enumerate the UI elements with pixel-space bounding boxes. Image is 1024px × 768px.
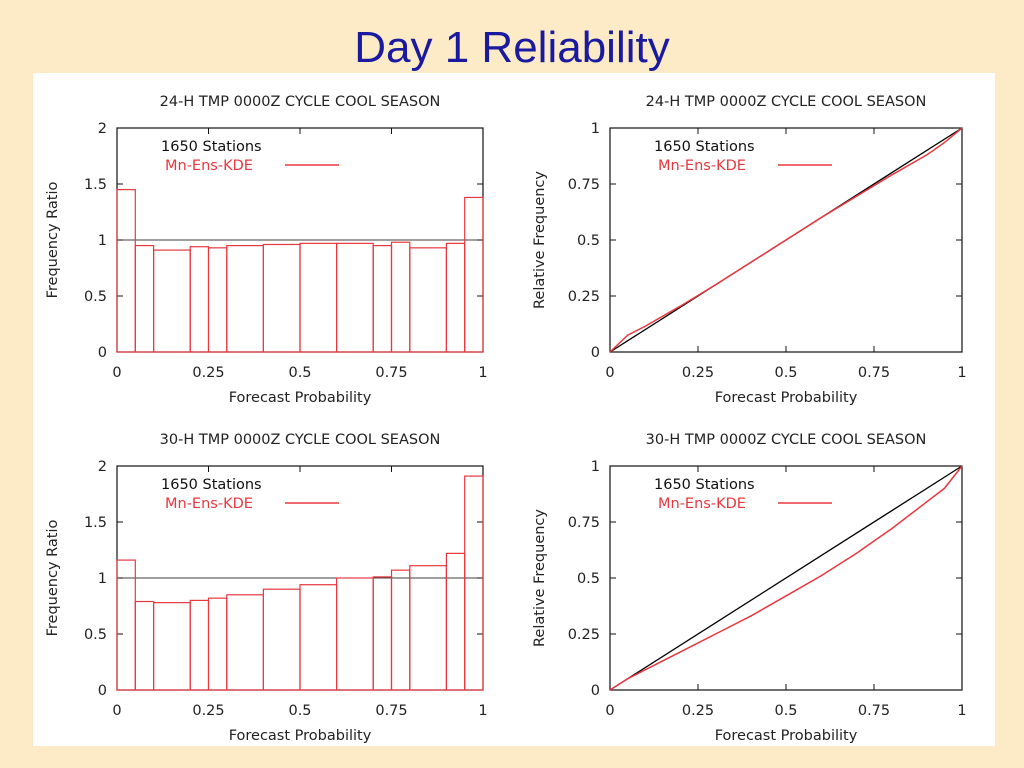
histogram-bar xyxy=(409,565,447,691)
y-tick-label: 1 xyxy=(591,121,600,137)
y-tick-label: 0.5 xyxy=(577,233,600,249)
chart-c1: 24-H TMP 0000Z CYCLE COOL SEASON 0 0.25 0.5… xyxy=(45,94,488,406)
chart-c2: 24-H TMP 0000Z CYCLE COOL SEASON 0 0.25 0.5… xyxy=(532,94,967,406)
histogram-bar xyxy=(189,599,210,691)
y-tick-label: 1.5 xyxy=(84,177,107,193)
chart-c4: 30-H TMP 0000Z CYCLE COOL SEASON 0 0.25 0.5… xyxy=(532,432,967,744)
y-tick-label: 0.25 xyxy=(568,627,600,643)
histogram-bar xyxy=(299,242,338,353)
y-tick-label: 1 xyxy=(98,233,107,249)
x-tick-label: 0 xyxy=(605,365,614,381)
x-tick-label: 0.25 xyxy=(682,365,714,381)
histogram-bar xyxy=(189,246,210,353)
y-axis-label: Relative Frequency xyxy=(532,171,548,309)
x-tick-label: 1 xyxy=(957,365,966,381)
histogram-bar xyxy=(152,602,191,691)
y-axis-label: Frequency Ratio xyxy=(45,520,61,637)
y-tick-label: 0.5 xyxy=(84,627,107,643)
histogram-bar xyxy=(372,576,393,691)
y-tick-label: 1.5 xyxy=(84,515,107,531)
x-tick-label: 1 xyxy=(478,365,487,381)
histogram-bar xyxy=(207,597,228,691)
stations-annotation: 1650 Stations xyxy=(161,477,262,493)
histogram-bar xyxy=(464,475,484,691)
charts-canvas: 24-H TMP 0000Z CYCLE COOL SEASON 0 0.25 0.5… xyxy=(45,94,967,744)
histogram-bar xyxy=(390,569,411,691)
histogram-bar xyxy=(226,245,265,353)
histogram-bar xyxy=(299,584,338,691)
y-tick-label: 0.25 xyxy=(568,289,600,305)
chart-title: 30-H TMP 0000Z CYCLE COOL SEASON xyxy=(646,432,927,448)
x-tick-label: 0.5 xyxy=(774,365,797,381)
x-tick-label: 0.75 xyxy=(375,703,407,719)
x-tick-label: 0 xyxy=(112,365,121,381)
x-tick-label: 0.25 xyxy=(682,703,714,719)
y-tick-label: 0.75 xyxy=(568,177,600,193)
y-tick-label: 1 xyxy=(98,571,107,587)
x-tick-label: 0.75 xyxy=(858,365,890,381)
y-axis-label: Relative Frequency xyxy=(532,509,548,647)
histogram-bar xyxy=(464,196,484,353)
x-tick-label: 0 xyxy=(605,703,614,719)
stations-annotation: 1650 Stations xyxy=(654,139,755,155)
histogram-bar xyxy=(134,600,155,691)
chart-c3: 30-H TMP 0000Z CYCLE COOL SEASON 0 0.25 0.5… xyxy=(45,432,488,744)
legend-label: Mn-Ens-KDE xyxy=(658,158,746,174)
histogram-bar xyxy=(262,243,301,353)
x-tick-label: 0.5 xyxy=(288,365,311,381)
histogram-bar xyxy=(134,245,155,353)
y-tick-label: 0.5 xyxy=(84,289,107,305)
y-tick-label: 0 xyxy=(591,345,600,361)
histogram-bar xyxy=(372,245,393,353)
perfect-reliability-diagonal xyxy=(609,465,963,691)
histogram-bar xyxy=(116,559,136,691)
y-tick-label: 0.75 xyxy=(568,515,600,531)
histogram-bar xyxy=(336,577,374,691)
y-tick-label: 0.5 xyxy=(577,571,600,587)
stations-annotation: 1650 Stations xyxy=(654,477,755,493)
chart-panel: 24-H TMP 0000Z CYCLE COOL SEASON 0 0.25 0.5… xyxy=(33,73,995,746)
x-axis-label: Forecast Probability xyxy=(715,728,858,744)
legend-label: Mn-Ens-KDE xyxy=(165,496,253,512)
x-tick-label: 0.5 xyxy=(288,703,311,719)
x-tick-label: 1 xyxy=(478,703,487,719)
x-tick-label: 0.75 xyxy=(375,365,407,381)
histogram-bar xyxy=(116,188,136,353)
y-axis-label: Frequency Ratio xyxy=(45,182,61,299)
histogram-bar xyxy=(390,241,411,353)
chart-title: 30-H TMP 0000Z CYCLE COOL SEASON xyxy=(160,432,441,448)
histogram-bar xyxy=(409,247,447,353)
y-tick-label: 2 xyxy=(98,121,107,137)
stations-annotation: 1650 Stations xyxy=(161,139,262,155)
x-tick-label: 0.25 xyxy=(192,703,224,719)
chart-title: 24-H TMP 0000Z CYCLE COOL SEASON xyxy=(160,94,441,110)
histogram-bar xyxy=(445,552,466,691)
y-tick-label: 2 xyxy=(98,459,107,475)
legend-label: Mn-Ens-KDE xyxy=(165,158,253,174)
histogram-bar xyxy=(445,242,466,353)
histogram-bar xyxy=(226,594,265,691)
x-tick-label: 1 xyxy=(957,703,966,719)
x-axis-label: Forecast Probability xyxy=(229,390,372,406)
x-tick-label: 0.5 xyxy=(774,703,797,719)
chart-title: 24-H TMP 0000Z CYCLE COOL SEASON xyxy=(646,94,927,110)
histogram-bar xyxy=(207,247,228,353)
y-tick-label: 0 xyxy=(98,345,107,361)
slide-title: Day 1 Reliability xyxy=(354,23,670,72)
histogram-bar xyxy=(152,249,191,353)
legend-label: Mn-Ens-KDE xyxy=(658,496,746,512)
x-axis-label: Forecast Probability xyxy=(229,728,372,744)
histogram-bar xyxy=(336,242,374,353)
histogram-bar xyxy=(262,588,301,691)
x-axis-label: Forecast Probability xyxy=(715,390,858,406)
y-tick-label: 0 xyxy=(591,683,600,699)
x-tick-label: 0 xyxy=(112,703,121,719)
y-tick-label: 1 xyxy=(591,459,600,475)
x-tick-label: 0.75 xyxy=(858,703,890,719)
x-tick-label: 0.25 xyxy=(192,365,224,381)
y-tick-label: 0 xyxy=(98,683,107,699)
